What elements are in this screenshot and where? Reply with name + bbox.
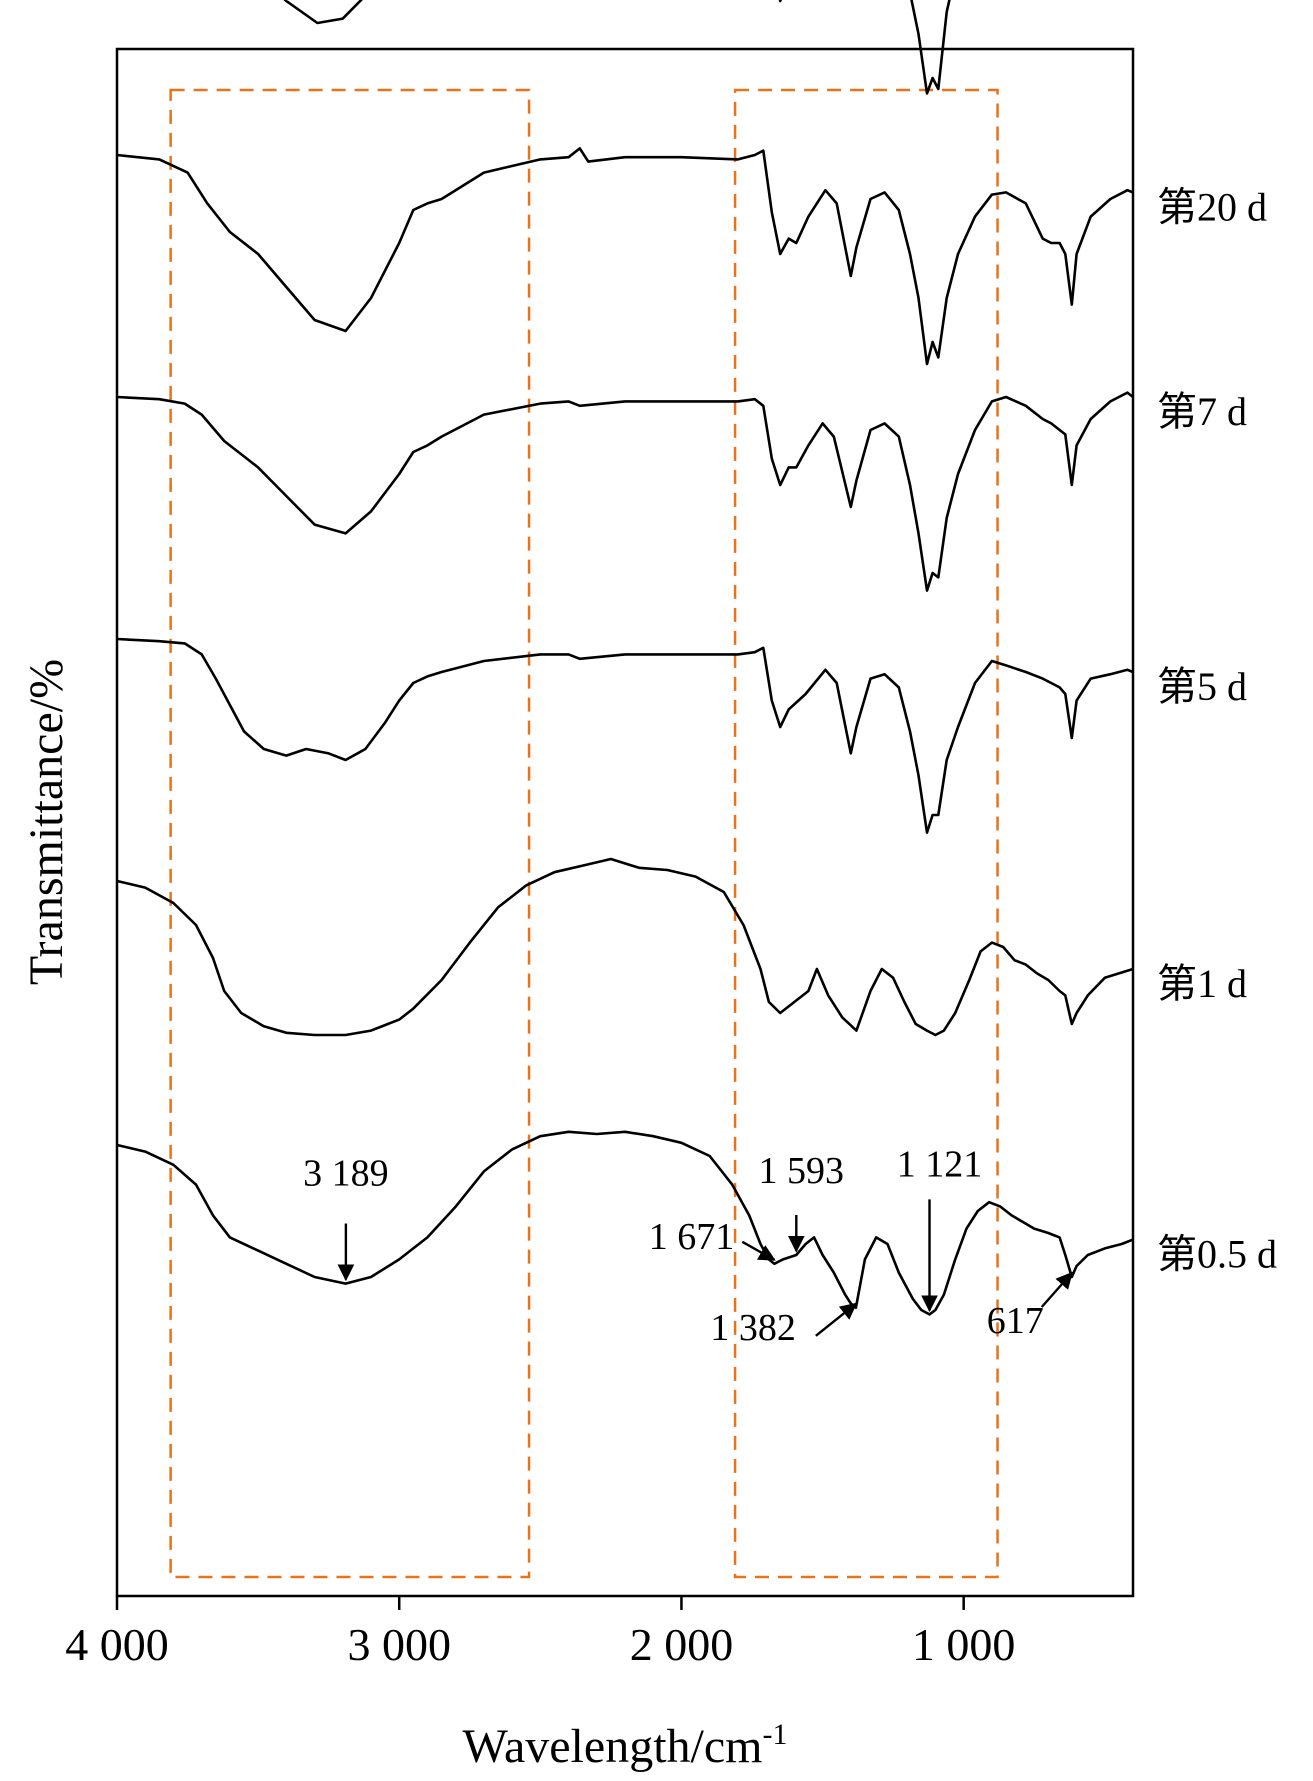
series-label-3: 第7 d (1157, 389, 1247, 434)
series-label-2: 第20 d (1157, 184, 1267, 229)
x-tick-label-3: 2 000 (630, 1619, 734, 1670)
x-tick-label-1: 4 000 (65, 1619, 169, 1670)
x-axis: 4 000 3 000 2 000 1 000 (65, 1596, 1015, 1670)
series-line-4 (116, 637, 1134, 834)
highlight-region-2 (733, 88, 999, 1579)
peak-arrow-4 (815, 1302, 858, 1337)
highlight-regions (169, 88, 999, 1579)
peak-label-6: 617 (987, 1300, 1044, 1342)
series-label-4: 第5 d (1157, 664, 1247, 709)
highlight-region-1 (169, 88, 531, 1579)
plot-frame (115, 47, 1135, 1598)
peak-label-5: 1 121 (897, 1143, 983, 1185)
series-line-1 (283, 0, 951, 95)
series-label-6: 第0.5 d (1157, 1232, 1277, 1277)
series-line-5 (116, 857, 1134, 1037)
x-tick-label-4: 1 000 (912, 1619, 1016, 1670)
peak-label-1: 3 189 (303, 1153, 389, 1195)
x-axis-title: Wavelength/cm-1 (462, 1718, 787, 1773)
series-label-5: 第1 d (1157, 961, 1247, 1006)
series-line-2 (116, 147, 1134, 366)
spectra-traces: 第60 d第20 d第7 d第5 d第1 d第0.5 d (116, 0, 1277, 1316)
x-tick-label-2: 3 000 (347, 1619, 451, 1670)
peak-label-3: 1 593 (759, 1150, 845, 1192)
series-line-6 (116, 1130, 1134, 1316)
peak-arrow-6 (1040, 1271, 1073, 1308)
peak-annotations: 3 189 1 671 1 593 1 382 1 121 617 (303, 1143, 1073, 1349)
peak-arrow-2 (741, 1240, 776, 1261)
peak-label-4: 1 382 (710, 1307, 796, 1349)
peak-label-2: 1 671 (649, 1216, 735, 1258)
series-line-3 (116, 391, 1134, 592)
y-axis-title: Transmittance/% (20, 659, 73, 985)
